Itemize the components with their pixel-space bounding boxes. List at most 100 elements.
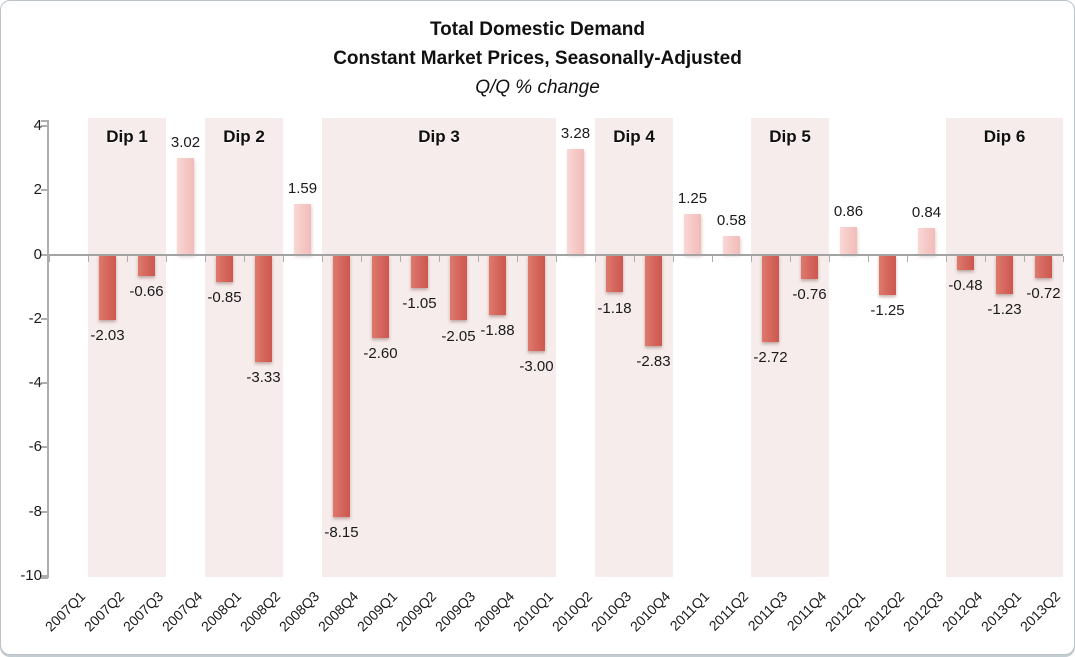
bar-2008Q3 [294, 203, 311, 255]
y-axis-line [47, 120, 49, 578]
y-axis-cap-top [41, 120, 48, 122]
bar-2007Q3 [138, 254, 155, 276]
data-label-2009Q2: -1.05 [402, 295, 437, 313]
x-boundary-tick-18 [751, 255, 752, 262]
data-label-2007Q3: -0.66 [129, 282, 164, 300]
dip-region-3 [322, 118, 556, 577]
y-tick-label--2: -2 [28, 309, 42, 327]
chart-title: Total Domestic Demand [429, 19, 646, 40]
x-boundary-tick-20 [829, 255, 830, 262]
bar-2007Q2 [99, 254, 116, 320]
x-boundary-tick-5 [244, 255, 245, 262]
data-label-2010Q3: -1.18 [597, 299, 632, 317]
bar-2010Q4 [645, 254, 662, 346]
dip-region-6 [946, 118, 1063, 577]
data-label-2013Q1: -1.23 [987, 301, 1022, 319]
x-boundary-tick-12 [517, 255, 518, 262]
data-label-2010Q4: -2.83 [636, 352, 671, 370]
y-tick--4 [41, 382, 48, 385]
data-label-2009Q3: -2.05 [441, 327, 476, 345]
data-label-2013Q2: -0.72 [1026, 284, 1061, 302]
x-boundary-tick-9 [400, 255, 401, 262]
data-label-2008Q1: -0.85 [207, 288, 242, 306]
y-tick--6 [41, 446, 48, 449]
x-boundary-tick-6 [283, 255, 284, 262]
x-boundary-tick-25 [1024, 255, 1025, 262]
dip-region-1 [88, 118, 166, 577]
y-tick--2 [41, 317, 48, 320]
bar-2010Q2 [567, 149, 584, 255]
bar-2010Q3 [606, 254, 623, 293]
bar-2013Q2 [1035, 254, 1052, 278]
dip-label-5: Dip 5 [769, 127, 811, 146]
x-boundary-tick-11 [478, 255, 479, 262]
y-tick-label--4: -4 [28, 374, 42, 392]
bar-2009Q2 [411, 254, 428, 289]
bar-2009Q1 [372, 254, 389, 339]
dip-label-1: Dip 1 [106, 127, 148, 146]
x-boundary-tick-0 [49, 255, 50, 262]
y-tick-label--8: -8 [28, 502, 42, 520]
x-boundary-tick-22 [907, 255, 908, 262]
data-label-2007Q4: 3.02 [170, 133, 201, 151]
bar-2012Q2 [879, 254, 896, 295]
x-boundary-tick-14 [595, 255, 596, 262]
y-axis-cap-bottom [41, 577, 48, 579]
data-label-2012Q2: -1.25 [870, 301, 905, 319]
x-boundary-tick-15 [634, 255, 635, 262]
bar-2012Q3 [918, 227, 935, 255]
data-label-2012Q4: -0.48 [948, 277, 983, 294]
bar-2013Q1 [996, 254, 1013, 295]
data-label-2010Q1: -3.00 [519, 358, 554, 375]
data-label-2011Q2: 0.58 [716, 211, 747, 229]
dip-region-4 [595, 118, 673, 577]
x-boundary-tick-3 [166, 255, 167, 262]
x-boundary-tick-4 [205, 255, 206, 262]
data-label-2011Q1: 1.25 [677, 190, 708, 208]
x-boundary-tick-21 [868, 255, 869, 262]
data-label-2011Q4: -0.76 [792, 286, 827, 303]
bar-2009Q3 [450, 254, 467, 321]
data-label-2009Q4: -1.88 [480, 322, 515, 339]
data-label-2011Q3: -2.72 [753, 349, 788, 366]
x-boundary-tick-7 [322, 255, 323, 262]
y-tick-label--6: -6 [28, 438, 42, 456]
x-boundary-tick-8 [361, 255, 362, 262]
y-tick-label-0: 0 [33, 245, 42, 263]
data-label-2009Q1: -2.60 [363, 345, 398, 363]
bar-2009Q4 [489, 254, 506, 315]
bar-2012Q1 [840, 226, 857, 255]
y-tick-4 [41, 125, 48, 127]
bar-2008Q2 [255, 254, 272, 362]
y-tick-0 [41, 253, 48, 256]
data-label-2008Q3: 1.59 [287, 179, 318, 197]
x-boundary-tick-16 [673, 255, 674, 262]
x-boundary-tick-19 [790, 255, 791, 262]
dip-label-6: Dip 6 [983, 127, 1026, 146]
chart-units-label: Q/Q % change [475, 77, 600, 98]
x-axis-zero-line [49, 253, 1063, 256]
data-label-2007Q2: -2.03 [90, 326, 125, 344]
y-tick--8 [41, 510, 48, 513]
bar-2011Q1 [684, 214, 701, 255]
y-tick--10 [41, 575, 48, 577]
y-tick-label--10: -10 [20, 567, 42, 584]
dip-label-2: Dip 2 [223, 127, 265, 146]
chart-title-block: Total Domestic Demand Constant Market Pr… [1, 15, 1074, 102]
x-boundary-tick-13 [556, 255, 557, 262]
dip-label-3: Dip 3 [418, 127, 460, 146]
dip-label-4: Dip 4 [613, 127, 655, 146]
x-boundary-tick-24 [985, 255, 986, 262]
bar-2011Q3 [762, 254, 779, 342]
x-boundary-tick-17 [712, 255, 713, 262]
bar-2011Q2 [723, 235, 740, 255]
data-label-2008Q2: -3.33 [246, 368, 281, 386]
y-tick-label-4: 4 [33, 117, 42, 134]
data-label-2010Q2: 3.28 [560, 125, 591, 143]
x-boundary-tick-1 [88, 255, 89, 262]
bar-2012Q4 [957, 254, 974, 270]
data-label-2008Q4: -8.15 [324, 523, 359, 541]
y-tick-label-2: 2 [33, 181, 42, 199]
